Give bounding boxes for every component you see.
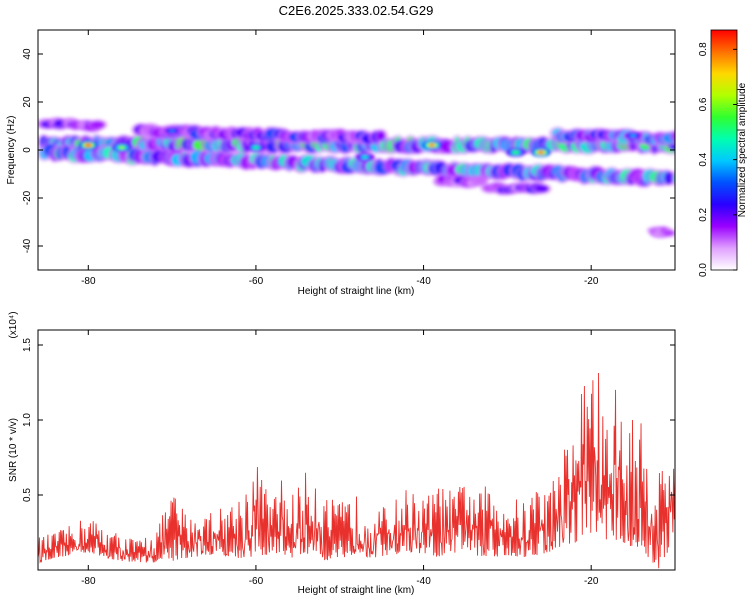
- spectrogram-y-label: Frequency (Hz): [6, 116, 17, 185]
- snr-series-line: [38, 372, 675, 569]
- spectrogram-peak: [429, 143, 435, 147]
- snr-y-label: SNR (10 * v/v): [8, 418, 19, 482]
- spectrogram-x-tick-label: -20: [584, 276, 599, 287]
- spectrogram-peak: [253, 146, 259, 150]
- spectrogram-y-tick-label: 20: [22, 96, 33, 108]
- spectrogram-peak: [513, 151, 519, 154]
- spectrogram-peak: [538, 151, 544, 154]
- colorbar-ticks: 0.0 0.2 0.4 0.6 0.8: [698, 42, 737, 277]
- snr-x-label: Height of straight line (km): [298, 585, 415, 596]
- snr-plot-area: [38, 330, 675, 570]
- spectrogram-peak: [85, 143, 91, 147]
- colorbar-tick-label: 0.4: [698, 152, 709, 166]
- spectrogram-blob: [90, 121, 105, 129]
- spectrogram-peak: [169, 129, 175, 133]
- snr-y-tick-label: 1.0: [22, 413, 33, 427]
- snr-panel: -80 -60 -40 -20 0.5 1.0 1.5 Height of straigh…: [8, 311, 676, 596]
- spectrogram-blob: [664, 172, 674, 185]
- snr-y-multiplier: (x10⁴): [8, 311, 19, 338]
- snr-x-tick-label: -60: [249, 576, 264, 587]
- colorbar-label: Normalized spectral amplitude: [737, 82, 748, 217]
- spectrogram-blob: [663, 230, 675, 236]
- snr-y-ticks: 0.5 1.0 1.5: [22, 338, 675, 502]
- spectrogram-marks: [38, 116, 675, 239]
- colorbar: 0.0 0.2 0.4 0.6 0.8 Normalized spectral ampl…: [698, 29, 748, 277]
- colorbar-tick-label: 0.8: [698, 42, 709, 56]
- spectrogram-y-ticks: -40 -20 0 20 40: [22, 48, 675, 253]
- spectrogram-blob: [668, 129, 675, 143]
- spectrogram-peak: [119, 146, 125, 150]
- snr-x-tick-label: -40: [416, 576, 431, 587]
- spectrogram-y-tick-label: 40: [22, 48, 33, 60]
- chart-title: C2E6.2025.333.02.54.G29: [279, 3, 434, 18]
- spectrogram-x-tick-label: -60: [249, 276, 264, 287]
- colorbar-tick-label: 0.0: [698, 263, 709, 277]
- spectrogram-blob: [534, 185, 549, 193]
- spectrogram-blob: [671, 170, 675, 186]
- snr-x-tick-label: -20: [584, 576, 599, 587]
- snr-frame: [37, 329, 676, 571]
- spectrogram-blob: [476, 176, 486, 184]
- snr-y-tick-label: 1.5: [22, 338, 33, 352]
- snr-x-ticks: -80 -60 -40 -20: [81, 330, 599, 587]
- colorbar-strip: [710, 29, 738, 271]
- spectrogram-x-label: Height of straight line (km): [298, 286, 415, 297]
- spectrogram-y-tick-label: -40: [22, 238, 33, 253]
- colorbar-tick-label: 0.6: [698, 97, 709, 111]
- spectrogram-peak: [362, 155, 368, 159]
- spectrogram-peak: [630, 134, 636, 138]
- snr-y-tick-label: 0.5: [22, 488, 33, 502]
- spectrogram-x-tick-label: -80: [81, 276, 96, 287]
- spectrogram-blob: [377, 130, 386, 141]
- spectrogram-blob: [671, 131, 675, 141]
- spectrogram-x-ticks: -80 -60 -40 -20: [81, 30, 599, 287]
- spectrogram-y-tick-label: -20: [22, 190, 33, 205]
- colorbar-tick-label: 0.2: [698, 207, 709, 221]
- spectrogram-x-tick-label: -40: [416, 276, 431, 287]
- spectrogram-y-tick-label: 0: [22, 147, 33, 153]
- spectrogram-panel: -80 -60 -40 -20 -40 -20 0 20 40 Height of strai…: [6, 29, 676, 297]
- snr-x-tick-label: -80: [81, 576, 96, 587]
